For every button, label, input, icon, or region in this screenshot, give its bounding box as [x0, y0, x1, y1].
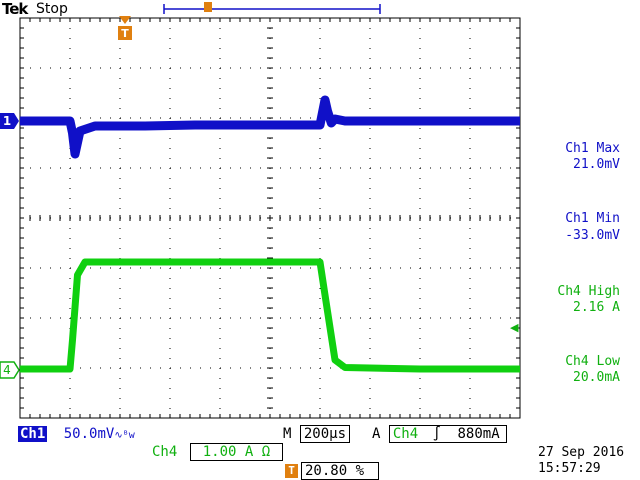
bandwidth-limit-icon: ∿ᴮw — [114, 430, 135, 441]
trigger-level: 880mA — [457, 426, 500, 442]
ch1-max-value: 21.0mV — [573, 157, 620, 172]
ch1-min-label: Ch1 Min — [565, 211, 620, 226]
trigger-position-marker[interactable]: T — [118, 16, 132, 40]
date: 27 Sep 2016 — [538, 445, 625, 460]
ch1-tag: Ch1 — [18, 426, 48, 442]
ch4-marker-label: 4 — [3, 363, 11, 377]
brand-logo: Tek — [2, 0, 28, 18]
trigger-mode: A — [372, 426, 381, 442]
ch4-settings[interactable]: Ch4 1.00 A Ω — [152, 443, 284, 461]
trigger-source: Ch4 — [392, 426, 419, 442]
time: 15:57:29 — [538, 461, 601, 476]
trigger-readout[interactable]: A Ch4 ∫ 880mA — [372, 425, 507, 443]
rising-edge-icon: ∫ — [432, 426, 442, 442]
ch4-tag: Ch4 — [152, 444, 178, 460]
ch4-high-value: 2.16 A — [573, 300, 620, 315]
ch1-ground-marker[interactable]: 1 — [0, 113, 19, 129]
ch1-settings[interactable]: Ch1 50.0mV∿ᴮw — [18, 426, 135, 444]
timebase-value: 200µs — [299, 425, 351, 443]
ch1-scale: 50.0mV — [63, 426, 115, 442]
timebase-label: M — [283, 426, 292, 442]
ch4-ground-marker[interactable]: 4 — [0, 361, 20, 379]
ch1-marker-label: 1 — [3, 114, 11, 128]
ch4-scale: 1.00 A Ω — [189, 443, 284, 461]
trigger-marker-glyph: T — [121, 27, 129, 40]
timebase-readout[interactable]: M 200µs — [283, 425, 351, 443]
ch4-high-label: Ch4 High — [557, 284, 620, 299]
trigger-position-readout[interactable]: T 20.80 % — [285, 462, 380, 480]
trigger-level-arrow[interactable]: ◀ — [510, 321, 519, 334]
graticule — [19, 17, 521, 419]
ch1-min-value: -33.0mV — [565, 228, 620, 243]
ch4-low-label: Ch4 Low — [565, 354, 620, 369]
ch1-max-label: Ch1 Max — [565, 141, 620, 156]
ch1-waveform — [20, 95, 520, 159]
horizontal-position-bar[interactable] — [163, 2, 381, 14]
acquisition-status: Stop — [36, 1, 68, 17]
trigger-position-value: 20.80 % — [301, 462, 380, 480]
ch4-waveform — [20, 258, 520, 373]
trigger-position-icon: T — [285, 464, 298, 478]
ch4-low-value: 20.0mA — [573, 370, 620, 385]
